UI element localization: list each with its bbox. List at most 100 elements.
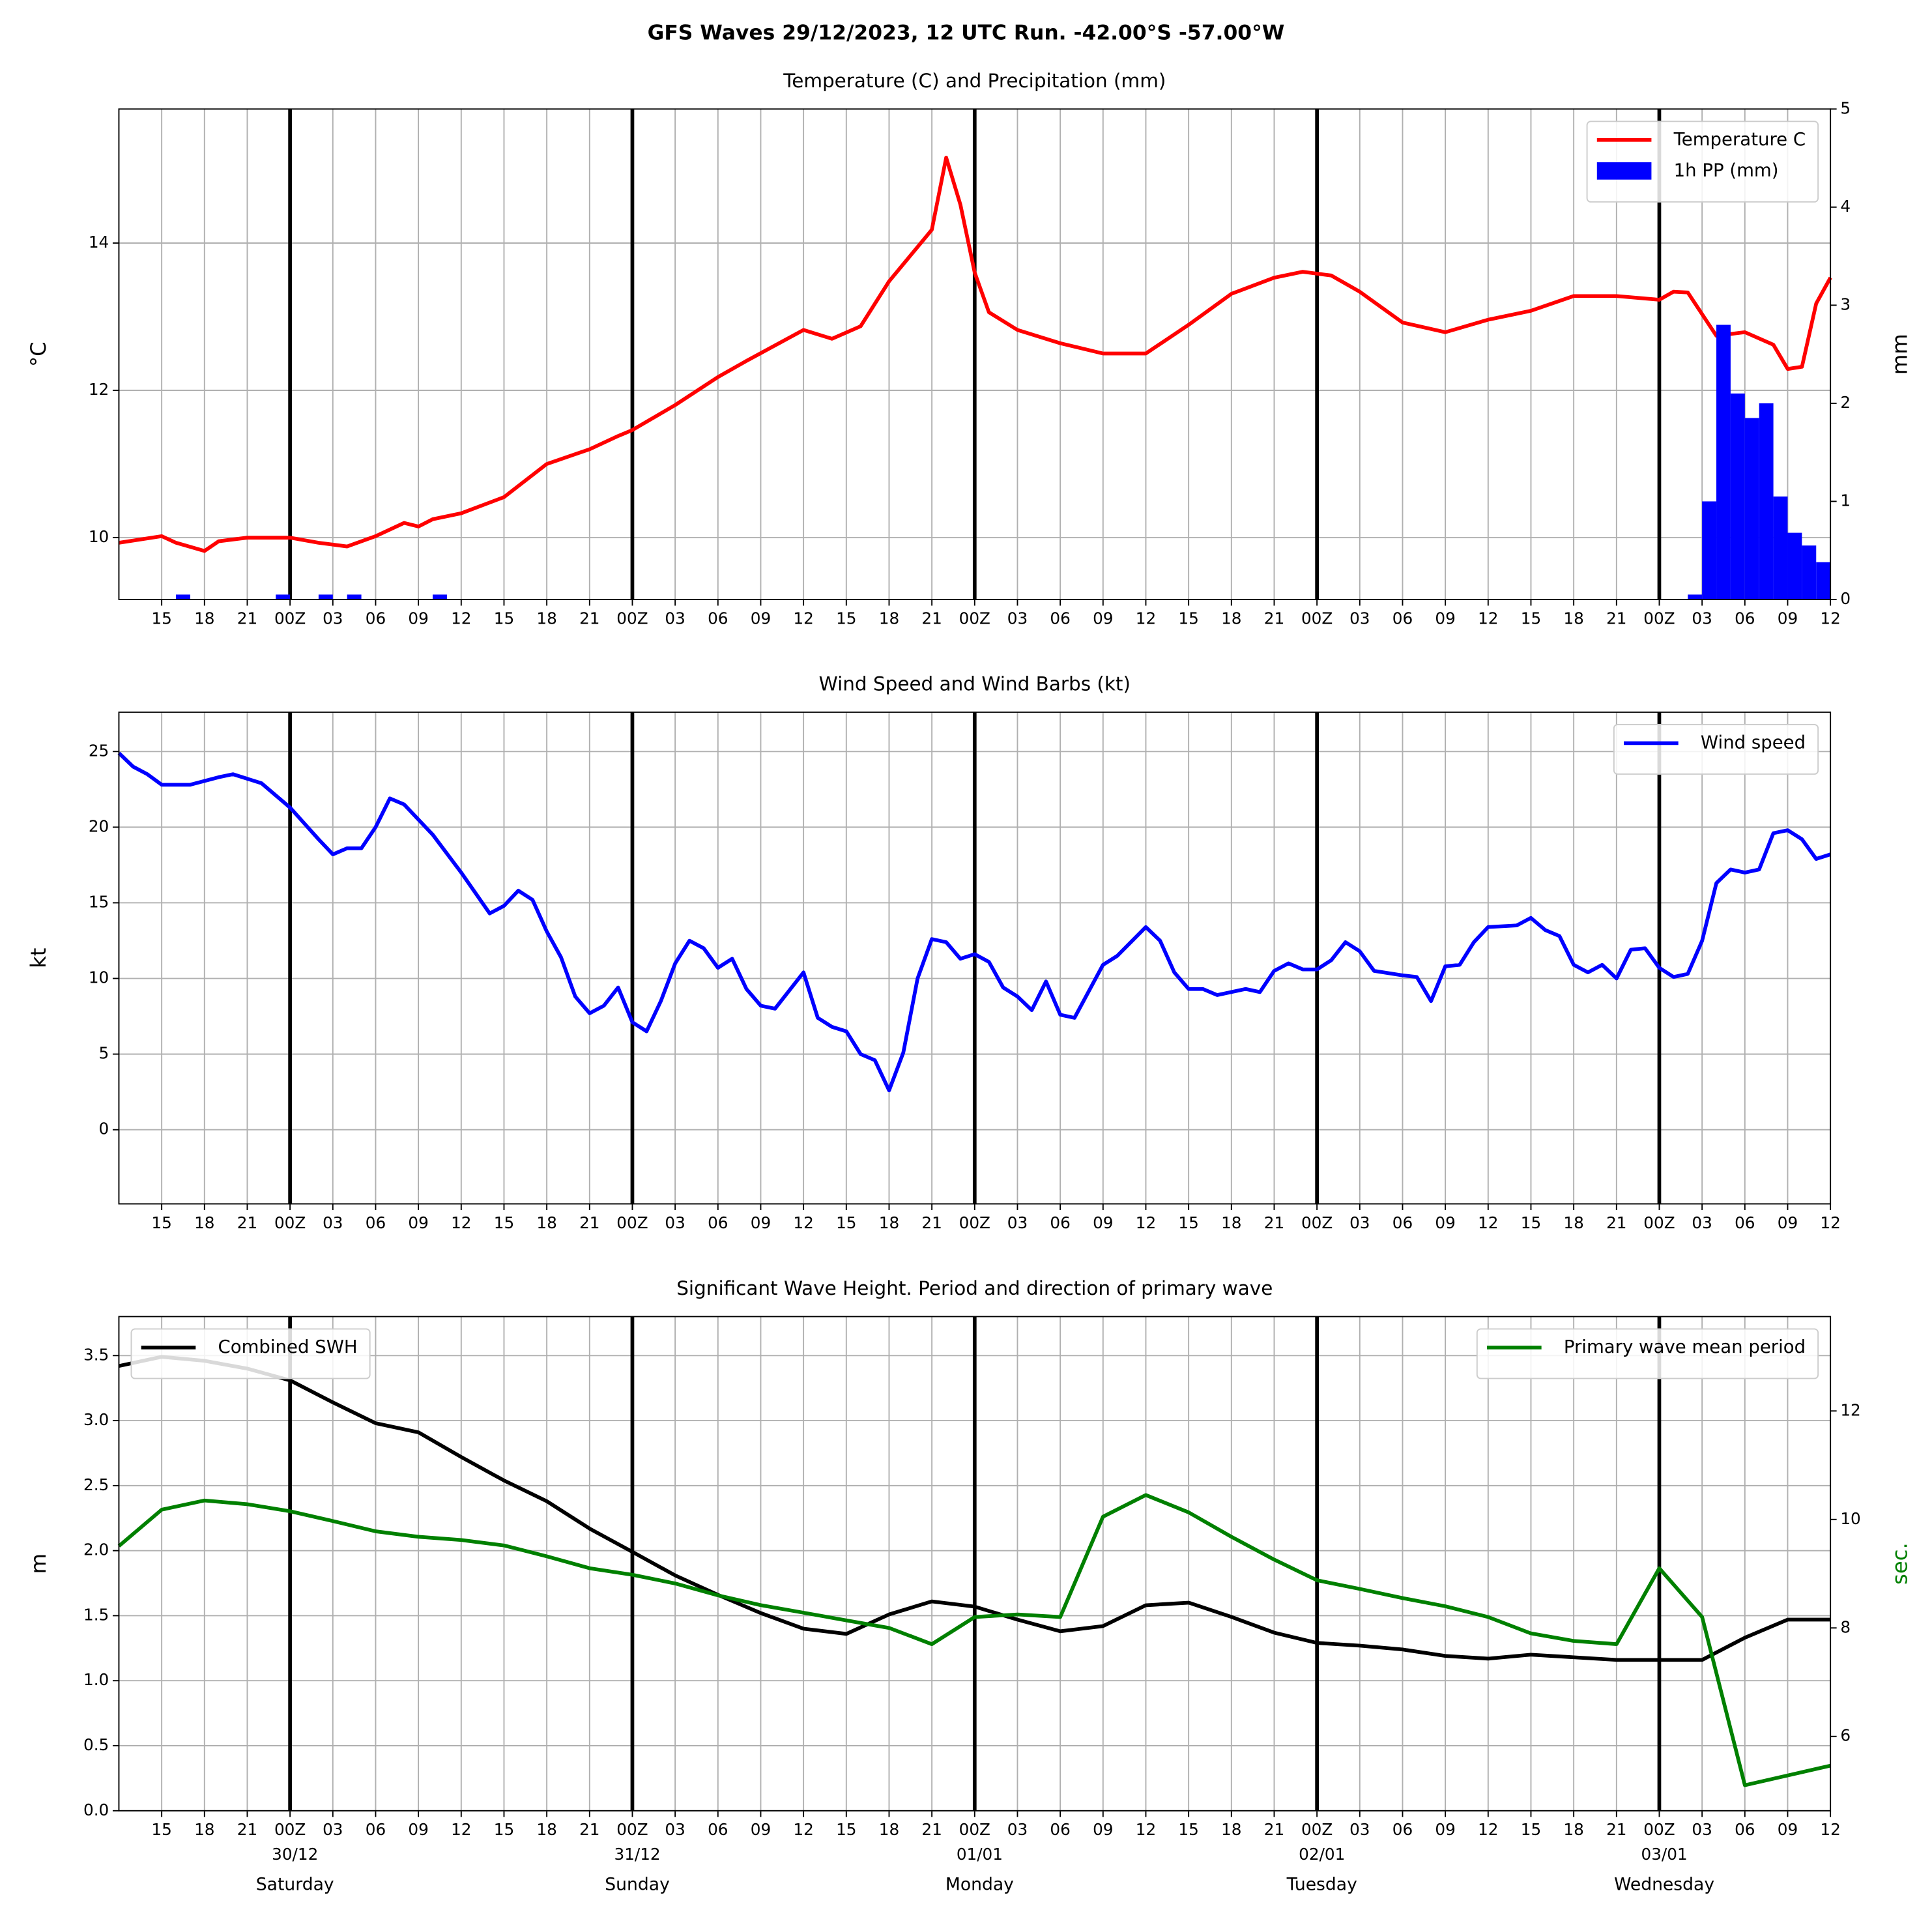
y-tick-label: 15 [89,892,109,911]
line [117,751,1832,1093]
bar [1773,496,1788,599]
legend: Wind speed [1613,723,1819,775]
y2-tick-label: 12 [1840,1400,1860,1419]
x-tick-label: 12 [1478,609,1498,628]
x-tick-label: 06 [1050,1213,1070,1232]
x-tick-label: 15 [151,1820,171,1839]
y-tick-label: 1.5 [83,1605,109,1624]
line [119,155,1832,553]
x-tick-label: 12 [451,609,471,628]
bar [318,594,333,599]
legend-label: Temperature C [1673,129,1806,150]
x-tick-label: 18 [536,1820,556,1839]
x-tick-label: 06 [1392,1213,1413,1232]
y-tick-label: 0.5 [83,1735,109,1754]
y-axis-label: °C [26,341,51,367]
y2-axis-label: sec. [1887,1542,1912,1585]
day-date: 03/01 [1641,1845,1688,1864]
y2-tick-label: 6 [1840,1726,1851,1745]
x-tick-label: 00Z [1301,609,1333,628]
x-tick-label: 00Z [959,609,990,628]
y-tick-label: 12 [89,380,109,399]
x-tick-label: 00Z [1643,1820,1675,1839]
x-tick-label: 03 [1007,1820,1028,1839]
legend-label: Wind speed [1701,732,1806,753]
x-tick-label: 06 [366,1820,386,1839]
day-name: Tuesday [1286,1874,1357,1894]
bar [347,594,362,599]
x-tick-label: 15 [836,609,856,628]
x-tick-label: 18 [1221,609,1241,628]
y2-tick-label: 10 [1840,1509,1860,1528]
x-tick-label: 03 [323,609,343,628]
x-tick-label: 12 [1820,1820,1840,1839]
x-tick-label: 09 [1778,609,1798,628]
x-tick-label: 21 [237,1820,257,1839]
x-tick-label: 12 [1820,609,1840,628]
day-date: 02/01 [1299,1845,1345,1864]
x-tick-label: 06 [1050,1820,1070,1839]
day-name: Sunday [605,1874,670,1894]
y2-tick-label: 3 [1840,295,1851,313]
x-tick-label: 18 [879,1820,899,1839]
x-tick-label: 03 [1349,609,1370,628]
x-tick-label: 03 [1692,1820,1712,1839]
y-tick-label: 3.0 [83,1410,109,1429]
day-name: Wednesday [1614,1874,1714,1894]
x-tick-label: 18 [1221,1213,1241,1232]
legend: Primary wave mean period [1476,1328,1819,1379]
x-tick-label: 15 [836,1820,856,1839]
chart-title: Temperature (C) and Precipitation (mm) [783,70,1166,92]
x-tick-label: 06 [1735,1820,1755,1839]
line [118,1355,1831,1662]
bar [1702,501,1717,599]
line [117,1493,1831,1787]
x-tick-label: 15 [494,609,514,628]
x-tick-label: 09 [408,1213,428,1232]
legend-label: 1h PP (mm) [1674,160,1779,181]
x-tick-label: 09 [751,1213,771,1232]
x-tick-label: 18 [879,609,899,628]
x-tick-label: 03 [665,609,685,628]
plot-frame [118,108,1832,600]
x-tick-label: 06 [708,1213,728,1232]
bar [176,594,190,599]
x-tick-label: 09 [1435,609,1455,628]
x-tick-label: 18 [1221,1820,1241,1839]
x-tick-label: 06 [708,609,728,628]
bar [1787,532,1802,599]
y-axis-label: m [26,1553,51,1574]
bar [1759,403,1774,599]
x-tick-label: 15 [1521,609,1541,628]
x-tick-label: 21 [1264,1213,1284,1232]
x-tick-label: 00Z [274,1820,306,1839]
x-tick-label: 06 [366,609,386,628]
x-tick-label: 18 [1563,1213,1583,1232]
x-tick-label: 12 [451,1820,471,1839]
x-tick-label: 00Z [616,1213,648,1232]
x-tick-label: 21 [579,1820,599,1839]
day-name: Monday [945,1874,1014,1894]
x-tick-label: 00Z [616,1820,648,1839]
x-tick-label: 12 [1136,1820,1156,1839]
legend-label: Primary wave mean period [1564,1336,1806,1357]
legend: Temperature C 1h PP (mm) [1586,121,1819,203]
x-tick-label: 12 [1478,1820,1498,1839]
x-tick-label: 09 [1093,1213,1113,1232]
x-tick-label: 12 [1136,1213,1156,1232]
x-tick-label: 03 [323,1820,343,1839]
x-tick-label: 21 [1264,609,1284,628]
y-tick-label: 2.5 [83,1475,109,1494]
x-tick-label: 15 [151,609,171,628]
x-tick-label: 06 [1735,609,1755,628]
y2-tick-label: 0 [1840,589,1851,608]
y-tick-label: 14 [89,233,109,252]
y-tick-label: 20 [89,816,109,835]
x-tick-label: 15 [494,1213,514,1232]
y2-tick-label: 5 [1840,98,1851,117]
y2-axis-label: mm [1887,334,1912,375]
x-tick-label: 09 [1435,1820,1455,1839]
x-tick-label: 03 [1349,1820,1370,1839]
chart-title: Significant Wave Height. Period and dire… [676,1277,1273,1299]
